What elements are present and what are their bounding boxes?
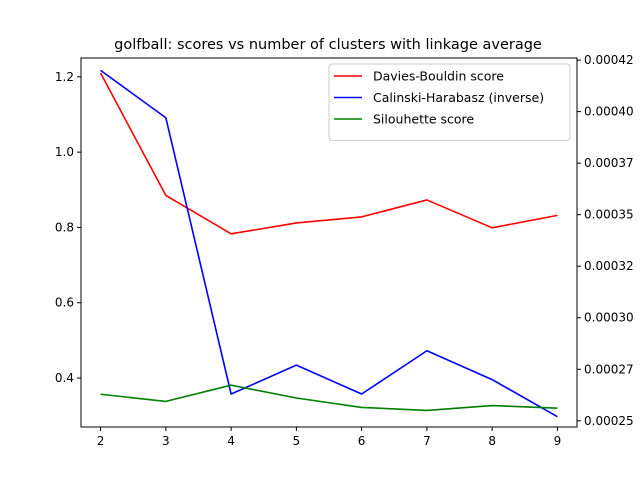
y-left-tick-label: 0.8: [55, 220, 74, 234]
x-tick-label: 8: [488, 434, 496, 448]
x-tick-label: 3: [162, 434, 170, 448]
legend: Davies-Bouldin score Calinski-Harabasz (i…: [328, 63, 571, 141]
y-right-tick-label: 0.00035: [584, 208, 634, 222]
y-right-tick-label: 0.00032: [584, 259, 634, 273]
y-left-tick-label: 1.0: [55, 145, 74, 159]
series-line-1: [100, 69, 558, 418]
x-tick-label: 7: [423, 434, 431, 448]
legend-label-1: Calinski-Harabasz (inverse): [373, 90, 544, 105]
series-line-2: [100, 384, 558, 412]
legend-label-0: Davies-Bouldin score: [373, 69, 504, 84]
y-left-tick-label: 0.6: [55, 296, 74, 310]
y-right-tick-label: 0.00040: [584, 105, 634, 119]
y-right-tick-label: 0.00025: [584, 414, 634, 428]
series-layer: [99, 69, 558, 418]
y-left-tick-label: 1.2: [55, 70, 74, 84]
y-axis-left: 0.4 0.6 0.8 1.0 1.2: [55, 70, 81, 385]
plot-frame: [80, 57, 578, 428]
legend-label-2: Silouhette score: [373, 112, 474, 127]
x-tick-label: 6: [358, 434, 366, 448]
legend-box: [328, 63, 571, 141]
y-right-tick-label: 0.00030: [584, 311, 634, 325]
y-axis-right: 0.00025 0.00027 0.00030 0.00032 0.00035 0.000…: [577, 53, 634, 428]
y-left-tick-label: 0.4: [55, 371, 74, 385]
y-right-tick-label: 0.00042: [584, 53, 634, 67]
x-tick-label: 4: [227, 434, 235, 448]
series-line-0: [99, 72, 558, 235]
y-right-tick-label: 0.00037: [584, 156, 634, 170]
x-tick-label: 9: [554, 434, 562, 448]
chart-title: golfball: scores vs number of clusters w…: [114, 37, 542, 53]
y-right-tick-label: 0.00027: [584, 362, 634, 376]
x-tick-label: 2: [97, 434, 105, 448]
x-axis: 2 3 4 5 6 7 8 9: [97, 427, 561, 448]
x-tick-label: 5: [293, 434, 301, 448]
